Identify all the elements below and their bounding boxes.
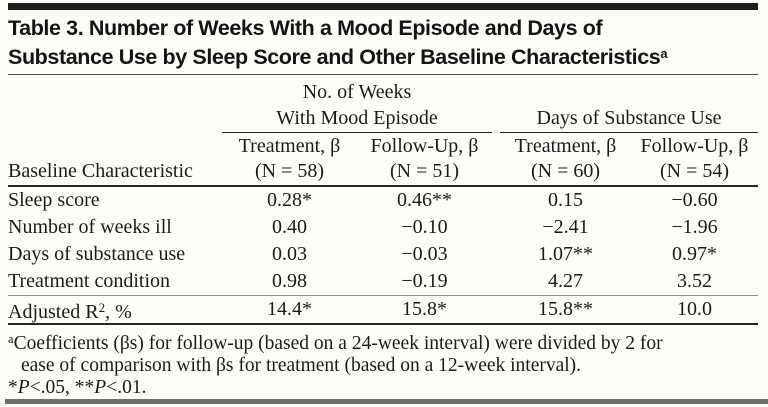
row-header-label: Baseline Characteristic: [8, 160, 193, 182]
table-title: Table 3. Number of Weeks With a Mood Epi…: [8, 15, 758, 70]
cell-value: 15.8**: [538, 298, 593, 320]
table-row-treatment-condition: Treatment condition 0.98 −0.19 4.27 3.52: [8, 268, 758, 295]
p-value-symbol: P: [94, 377, 107, 398]
cell-value: 0.03: [272, 243, 307, 265]
cell-value: −0.03: [401, 243, 448, 265]
top-accent-bar: [8, 3, 758, 10]
cell-value: 0.98: [272, 270, 307, 292]
span-header-row: No. of Weeks With Mood Episode Days of S…: [8, 75, 758, 133]
row-label: Treatment condition: [8, 270, 171, 292]
cell-value: 0.46**: [397, 189, 452, 211]
cell-value: 0.97*: [672, 243, 717, 265]
summary-divider: [8, 295, 758, 296]
p-value-symbol: P: [17, 377, 30, 398]
table-title-line1: Table 3. Number of Weeks With a Mood Epi…: [8, 16, 603, 40]
cell-value: 10.0: [677, 298, 712, 320]
row-label: Days of substance use: [8, 243, 186, 265]
span-header-substance-use: Days of Substance Use: [500, 105, 758, 133]
table-row-adjusted-r2: Adjusted R2, % 14.4* 15.8* 15.8** 10.0: [8, 296, 758, 323]
cell-value: 4.27: [548, 270, 583, 292]
cell-value: 0.40: [272, 216, 307, 238]
superscript-2: 2: [98, 299, 106, 315]
footnote-marker: a: [8, 332, 14, 346]
table-title-footnote-marker: a: [660, 46, 668, 61]
table-bottom-divider: [8, 323, 758, 325]
row-label: Adjusted R2, %: [8, 299, 132, 323]
cell-value: −0.19: [401, 270, 448, 292]
cell-value: −0.60: [671, 189, 718, 211]
cell-value: −2.41: [542, 216, 589, 238]
bottom-accent-bar: [5, 399, 768, 404]
cell-value: −0.10: [401, 216, 448, 238]
table-row-substance-use: Days of substance use 0.03 −0.03 1.07** …: [8, 241, 758, 268]
column-header-followup-54: Follow-Up, β (N = 54): [640, 135, 749, 182]
cell-value: 0.15: [548, 189, 583, 211]
footnote-line2: ease of comparison with βs for treatment…: [21, 355, 582, 376]
span-header-mood-episode: No. of Weeks With Mood Episode: [222, 79, 492, 133]
table-row-weeks-ill: Number of weeks ill 0.40 −0.10 −2.41 −1.…: [8, 214, 758, 241]
cell-value: 1.07**: [538, 243, 593, 265]
title-divider: [8, 74, 758, 75]
cell-value: 14.4*: [267, 298, 312, 320]
column-header-row: Baseline Characteristic Treatment, β (N …: [8, 134, 758, 185]
column-header-treatment-60: Treatment, β (N = 60): [514, 135, 617, 182]
column-header-treatment-58: Treatment, β (N = 58): [238, 135, 341, 182]
table-title-line2: Substance Use by Sleep Score and Other B…: [8, 45, 661, 69]
row-label: Sleep score: [8, 189, 100, 211]
footnote-block: aCoefficients (βs) for follow-up (based …: [8, 328, 758, 399]
cell-value: 0.28*: [267, 189, 312, 211]
cell-value: 3.52: [677, 270, 712, 292]
table-figure: Table 3. Number of Weeks With a Mood Epi…: [8, 0, 758, 399]
column-header-followup-51: Follow-Up, β (N = 51): [370, 135, 479, 182]
header-divider: [8, 185, 758, 187]
table-row-sleep-score: Sleep score 0.28* 0.46** 0.15 −0.60: [8, 187, 758, 214]
significance-note: *P<.05, **P<.01.: [8, 377, 147, 398]
cell-value: −1.96: [671, 216, 718, 238]
footnote-line1: aCoefficients (βs) for follow-up (based …: [8, 332, 663, 354]
cell-value: 15.8*: [402, 298, 447, 320]
row-label: Number of weeks ill: [8, 216, 172, 238]
